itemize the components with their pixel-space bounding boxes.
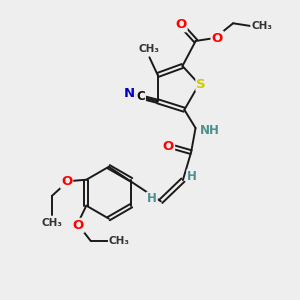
Text: O: O (175, 18, 187, 31)
Text: H: H (188, 170, 197, 183)
Text: O: O (73, 219, 84, 232)
Text: S: S (196, 78, 206, 91)
Text: CH₃: CH₃ (138, 44, 159, 54)
Text: CH₃: CH₃ (251, 21, 272, 31)
Text: H: H (147, 193, 157, 206)
Text: O: O (212, 32, 223, 44)
Text: O: O (61, 175, 72, 188)
Text: O: O (163, 140, 174, 153)
Text: C: C (136, 90, 145, 104)
Text: N: N (124, 87, 135, 100)
Text: CH₃: CH₃ (109, 236, 130, 246)
Text: NH: NH (200, 124, 220, 137)
Text: CH₃: CH₃ (41, 218, 62, 228)
